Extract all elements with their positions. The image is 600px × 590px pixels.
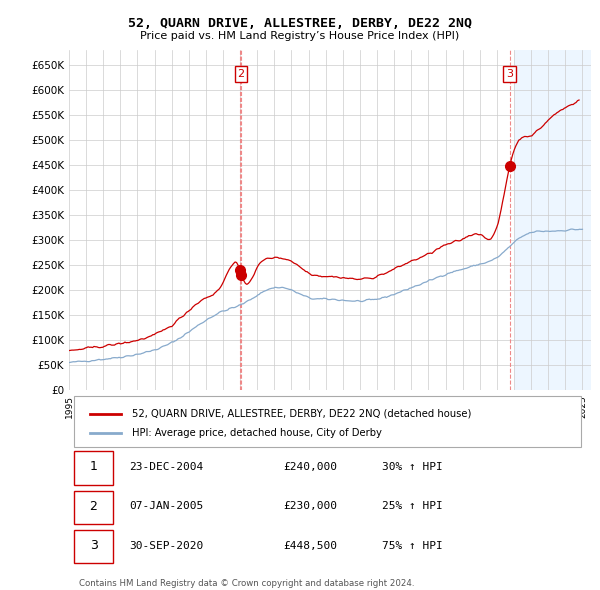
- Text: £448,500: £448,500: [283, 540, 337, 550]
- Text: 52, QUARN DRIVE, ALLESTREE, DERBY, DE22 2NQ: 52, QUARN DRIVE, ALLESTREE, DERBY, DE22 …: [128, 17, 472, 30]
- FancyBboxPatch shape: [74, 396, 581, 447]
- Text: £240,000: £240,000: [283, 462, 337, 472]
- Text: 52, QUARN DRIVE, ALLESTREE, DERBY, DE22 2NQ (detached house): 52, QUARN DRIVE, ALLESTREE, DERBY, DE22 …: [131, 409, 471, 419]
- Text: Contains HM Land Registry data © Crown copyright and database right 2024.
This d: Contains HM Land Registry data © Crown c…: [79, 579, 415, 590]
- Text: 2: 2: [238, 69, 245, 79]
- Bar: [514, 50, 591, 390]
- Text: 75% ↑ HPI: 75% ↑ HPI: [382, 540, 443, 550]
- FancyBboxPatch shape: [74, 530, 113, 563]
- Text: 30-SEP-2020: 30-SEP-2020: [129, 540, 203, 550]
- Text: 23-DEC-2004: 23-DEC-2004: [129, 462, 203, 472]
- Text: 25% ↑ HPI: 25% ↑ HPI: [382, 502, 443, 512]
- Text: HPI: Average price, detached house, City of Derby: HPI: Average price, detached house, City…: [131, 428, 382, 438]
- FancyBboxPatch shape: [74, 491, 113, 524]
- Text: £230,000: £230,000: [283, 502, 337, 512]
- Text: 30% ↑ HPI: 30% ↑ HPI: [382, 462, 443, 472]
- Text: 2: 2: [89, 500, 97, 513]
- Text: 3: 3: [89, 539, 97, 552]
- Text: 3: 3: [506, 69, 513, 79]
- Text: Price paid vs. HM Land Registry’s House Price Index (HPI): Price paid vs. HM Land Registry’s House …: [140, 31, 460, 41]
- Text: 1: 1: [89, 460, 97, 473]
- FancyBboxPatch shape: [74, 451, 113, 484]
- Text: 07-JAN-2005: 07-JAN-2005: [129, 502, 203, 512]
